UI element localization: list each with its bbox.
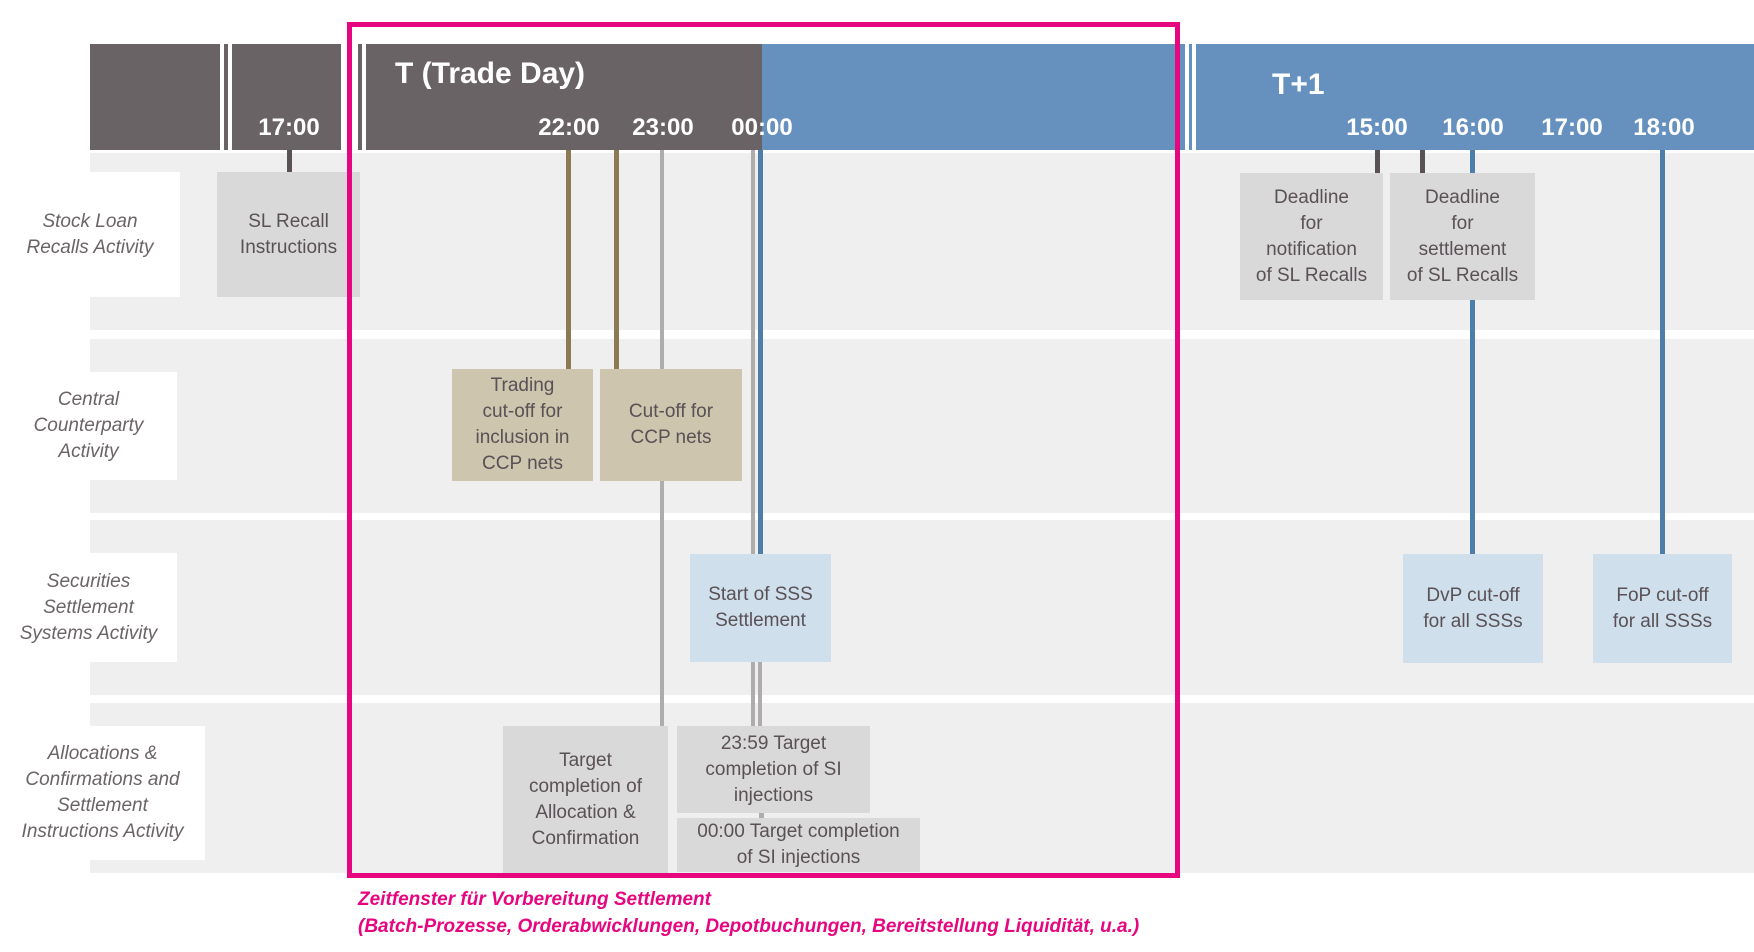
caption-line-2: (Batch-Prozesse, Orderabwicklungen, Depo…	[358, 916, 1140, 937]
box-deadline-notification-sl-recalls: Deadline for notification of SL Recalls	[1240, 173, 1383, 300]
title-t-plus-1: T+1	[1272, 68, 1325, 101]
line-0000-sss-start	[758, 150, 763, 554]
break-sliver-1	[224, 44, 228, 150]
caption-line-1: Zeitfenster für Vorbereitung Settlement	[358, 889, 711, 910]
box-trading-cutoff-ccp-nets: Trading cut-off for inclusion in CCP net…	[452, 369, 593, 481]
line-1600-dvp-cutoff	[1470, 150, 1475, 554]
box-target-completion-allocation-confirmation: Target completion of Allocation & Confir…	[503, 726, 668, 873]
time-label-1500-4: 15:00	[1346, 114, 1408, 141]
segment-late-afternoon-t	[232, 44, 341, 150]
box-sl-recall-instructions: SL Recall Instructions	[217, 172, 360, 297]
segment-t-plus-1	[1196, 44, 1754, 150]
time-label-1800-7: 18:00	[1633, 114, 1695, 141]
segment-early-t	[90, 44, 220, 150]
stub-2359-to-0000	[759, 813, 764, 818]
line-sss-to-si	[758, 662, 762, 726]
line-2359-si-injections	[751, 150, 755, 726]
break-sliver-3	[1189, 44, 1192, 150]
box-deadline-settlement-sl-recalls: Deadline for settlement of SL Recalls	[1390, 173, 1535, 300]
time-label-2300-2: 23:00	[632, 114, 694, 141]
break-sliver-2	[358, 44, 362, 150]
title-trade-day: T (Trade Day)	[395, 57, 586, 90]
box-start-sss-settlement: Start of SSS Settlement	[690, 554, 831, 662]
line-ccp-cutoff	[614, 150, 619, 369]
segment-trade-day-evening	[366, 44, 762, 150]
activity-band-2	[90, 339, 1754, 513]
box-target-si-injections-0000: 00:00 Target completion of SI injections	[677, 818, 920, 872]
tick-1700-t	[287, 150, 292, 173]
timeline-bar: T (Trade Day) T+1 17:00 22:00 23:00 00:00 15:0…	[90, 44, 1754, 150]
tick-1500-t1	[1375, 150, 1380, 173]
row-label-allocations: Allocations & Confirmations and Settleme…	[0, 726, 205, 860]
activity-band-4	[90, 703, 1754, 873]
highlight-caption: Zeitfenster für Vorbereitung Settlement …	[358, 886, 1139, 940]
row-label-ccp: Central Counterparty Activity	[0, 372, 177, 480]
time-label-0000-3: 00:00	[731, 114, 793, 141]
row-label-stock-loan: Stock Loan Recalls Activity	[0, 172, 180, 297]
box-target-si-injections-2359: 23:59 Target completion of SI injections	[677, 726, 870, 813]
segment-overnight	[762, 44, 1185, 150]
time-label-1700-0: 17:00	[258, 114, 320, 141]
box-dvp-cutoff-all-ssss: DvP cut-off for all SSSs	[1403, 554, 1543, 663]
line-2200-trading-cutoff	[566, 150, 571, 369]
time-label-1600-5: 16:00	[1442, 114, 1504, 141]
time-label-1700-6: 17:00	[1541, 114, 1603, 141]
box-cutoff-ccp-nets: Cut-off for CCP nets	[600, 369, 742, 481]
line-1800-fop-cutoff	[1660, 150, 1665, 554]
tick-1530-t1	[1420, 150, 1425, 173]
box-fop-cutoff-all-ssss: FoP cut-off for all SSSs	[1593, 554, 1732, 663]
row-label-sss: Securities Settlement Systems Activity	[0, 553, 177, 662]
time-label-2200-1: 22:00	[538, 114, 600, 141]
